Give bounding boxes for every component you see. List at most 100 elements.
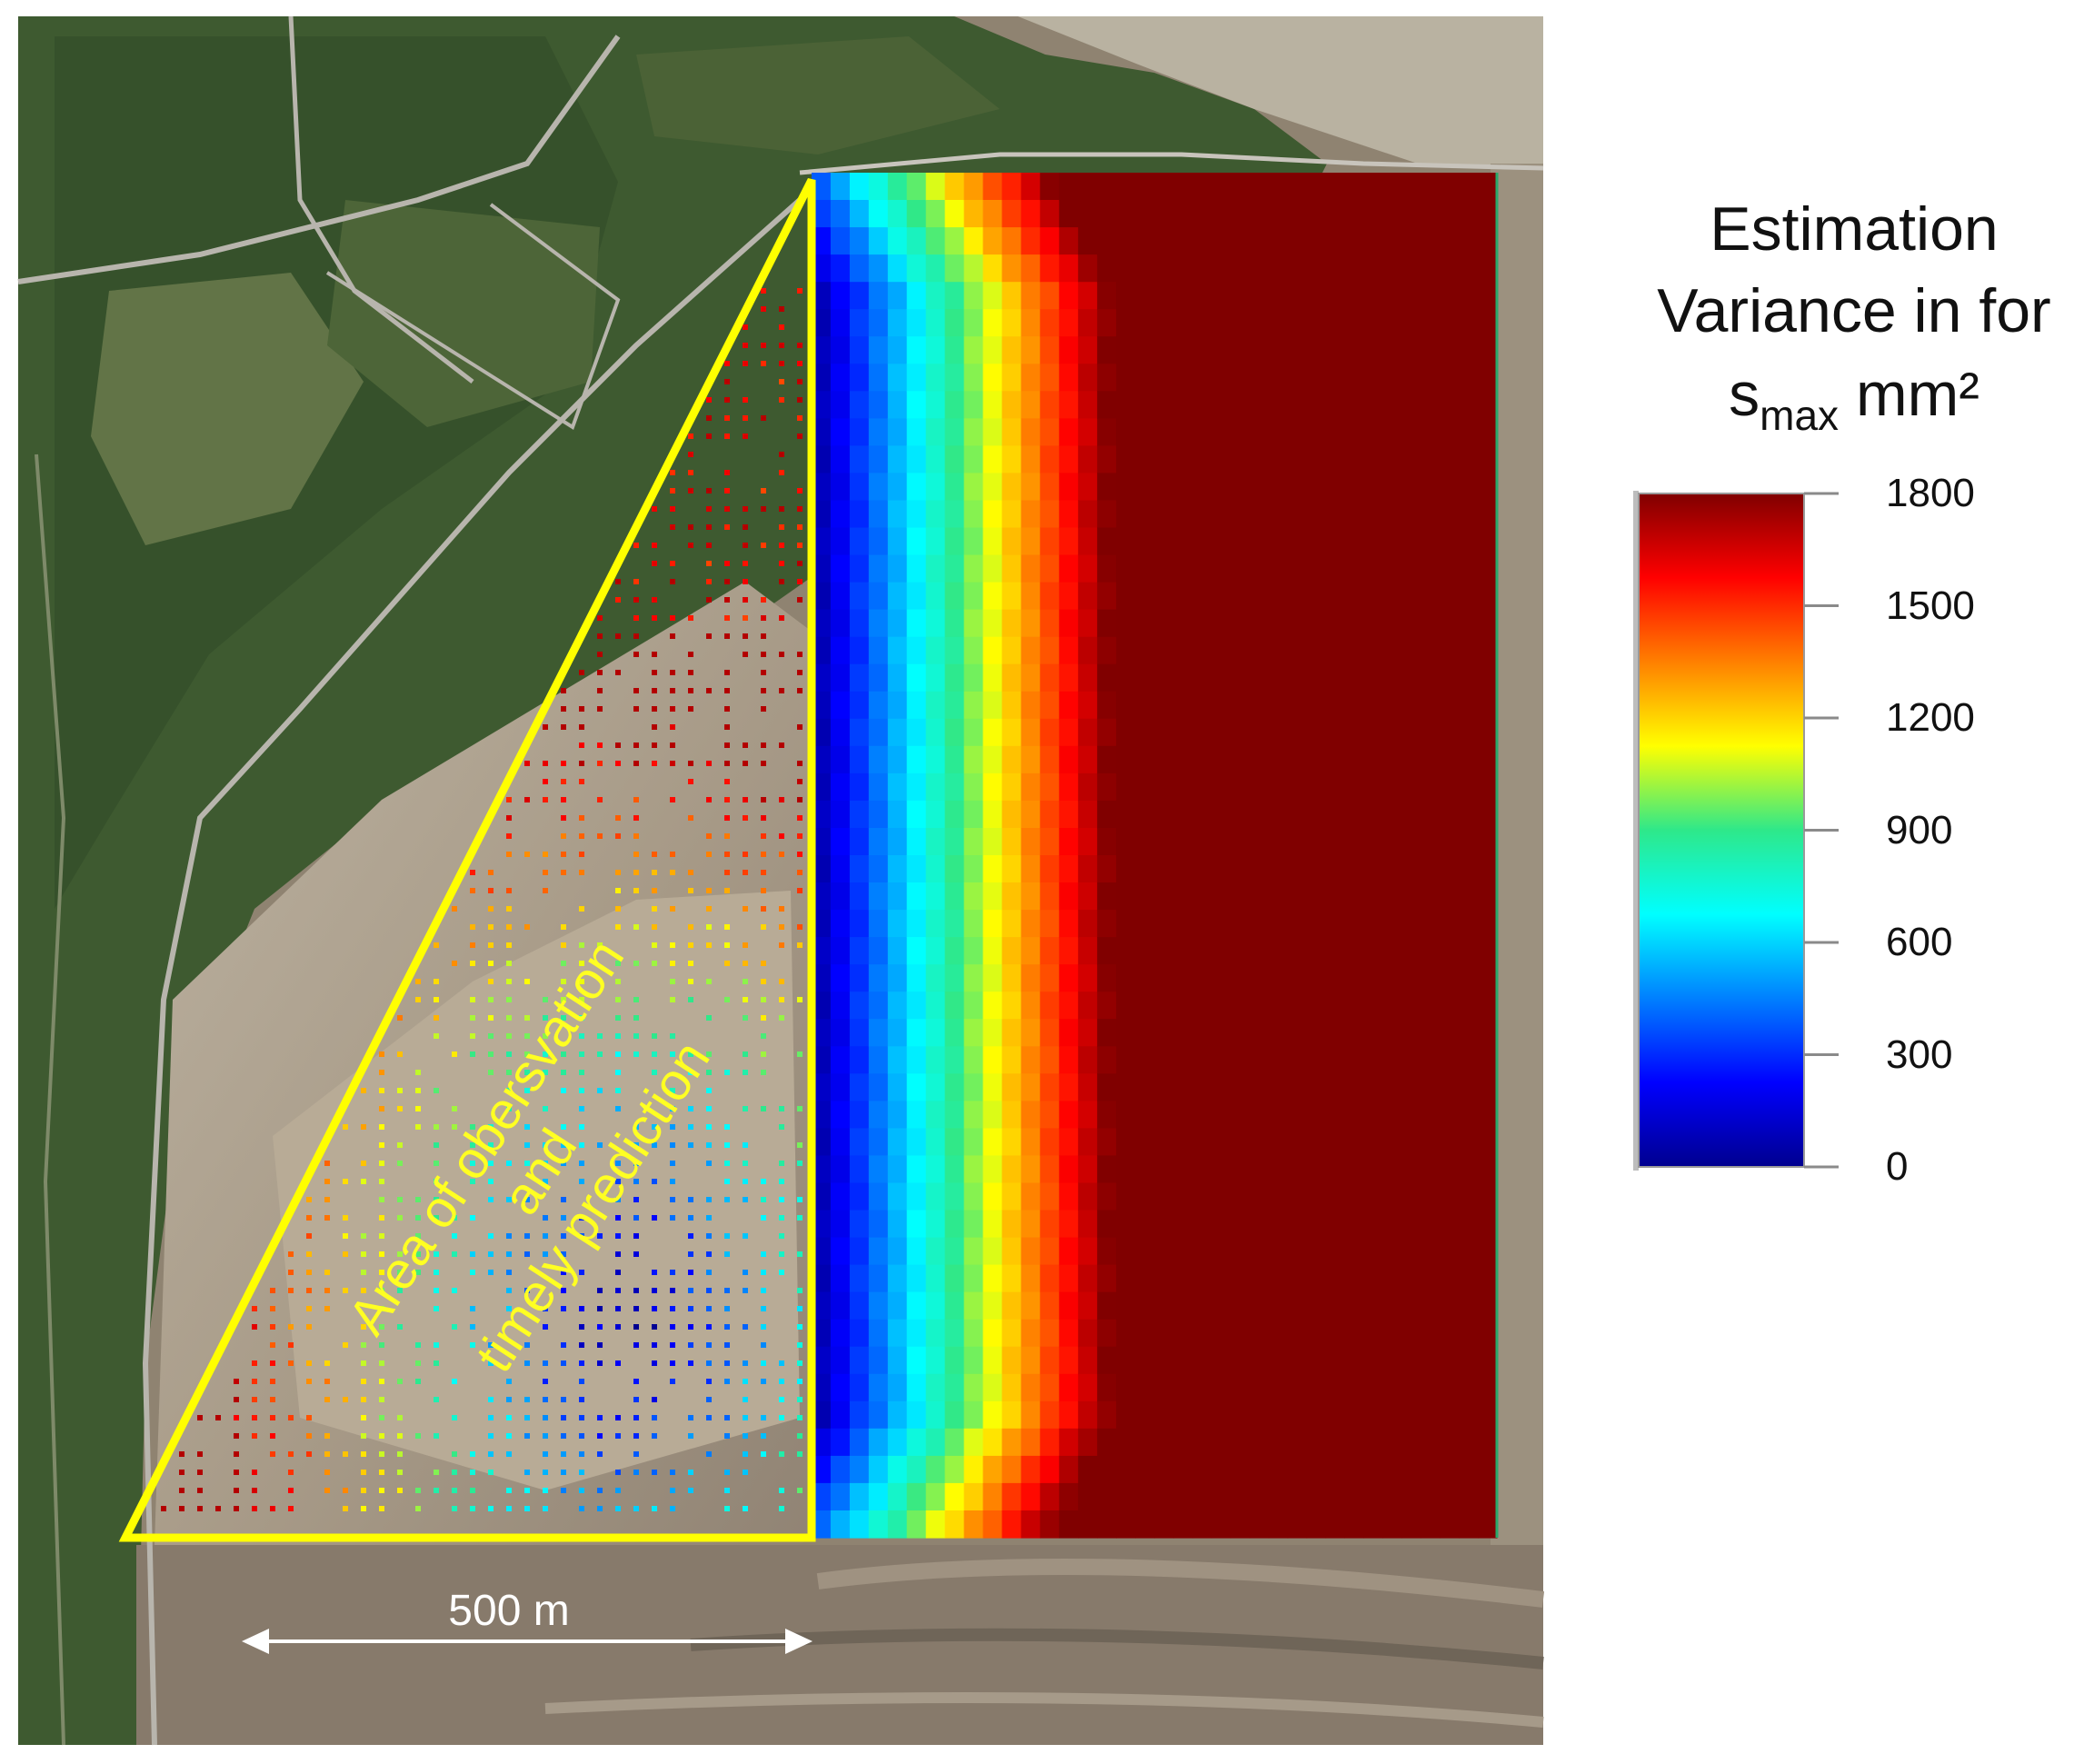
scale-bar-label: 500 m: [448, 1587, 569, 1635]
variance-cell: [1116, 391, 1136, 419]
variance-cell: [1287, 418, 1308, 446]
variance-cell: [1325, 1428, 1345, 1457]
observation-point: [724, 633, 730, 639]
observation-point: [797, 1324, 803, 1330]
observation-point: [688, 524, 693, 530]
variance-cell: [1382, 828, 1402, 856]
variance-cell: [944, 992, 965, 1020]
variance-cell: [1172, 200, 1193, 228]
observation-point: [761, 1379, 766, 1384]
variance-cell: [1154, 309, 1174, 337]
variance-cell: [887, 445, 908, 473]
variance-cell: [849, 855, 870, 883]
variance-cell: [849, 772, 870, 802]
variance-cell: [887, 254, 908, 283]
variance-cell: [1211, 1155, 1231, 1183]
variance-cell: [1306, 1373, 1327, 1402]
observation-point: [706, 434, 712, 439]
variance-cell: [1059, 1373, 1079, 1402]
variance-cell: [1211, 855, 1231, 883]
variance-cell: [1021, 1455, 1041, 1484]
variance-cell: [1306, 882, 1327, 911]
observation-point: [670, 561, 675, 566]
observation-point: [343, 1251, 348, 1257]
observation-point: [652, 742, 657, 748]
variance-cell: [1363, 309, 1383, 337]
observation-point: [415, 1233, 421, 1239]
observation-point: [761, 615, 766, 621]
variance-cell: [1097, 336, 1117, 364]
variance-cell: [830, 609, 851, 638]
observation-point: [706, 579, 712, 584]
variance-cell: [982, 1373, 1002, 1402]
variance-cell: [1097, 691, 1117, 720]
variance-cell: [1306, 1482, 1327, 1511]
observation-point: [397, 1106, 403, 1111]
variance-cell: [1249, 500, 1270, 529]
variance-cell: [1172, 1400, 1193, 1430]
variance-cell: [1040, 964, 1060, 992]
variance-cell: [1287, 1128, 1308, 1156]
variance-cell: [1021, 1019, 1041, 1047]
observation-point: [252, 1360, 257, 1366]
variance-cell: [1135, 1237, 1155, 1266]
variance-cell: [887, 1073, 908, 1101]
variance-cell: [1249, 1264, 1270, 1293]
variance-cell: [887, 282, 908, 310]
variance-cell: [1440, 554, 1460, 583]
variance-cell: [1401, 582, 1421, 611]
variance-cell: [1478, 473, 1498, 501]
variance-cell: [1363, 1291, 1383, 1321]
variance-cell: [925, 1319, 946, 1348]
variance-cell: [1421, 1428, 1441, 1457]
variance-cell: [1440, 828, 1460, 856]
variance-cell: [1478, 282, 1498, 310]
variance-cell: [1306, 1237, 1327, 1266]
observation-point: [579, 1124, 584, 1130]
variance-cell: [1421, 1346, 1441, 1375]
variance-cell: [812, 1346, 832, 1375]
observation-point: [561, 1342, 566, 1348]
observation-point: [706, 1015, 712, 1021]
variance-cell: [963, 309, 984, 337]
variance-cell: [1478, 1210, 1498, 1239]
variance-cell: [1059, 364, 1079, 392]
variance-cell: [849, 1210, 870, 1239]
variance-cell: [1306, 582, 1327, 611]
variance-cell: [906, 800, 927, 829]
variance-cell: [1287, 1482, 1308, 1511]
variance-cell: [1116, 718, 1136, 747]
observation-point: [379, 1051, 384, 1057]
variance-cell: [868, 772, 889, 802]
observation-point: [652, 1124, 657, 1130]
variance-cell: [1363, 1264, 1383, 1293]
variance-cell: [1478, 1182, 1498, 1211]
variance-cell: [1116, 910, 1136, 938]
variance-cell: [1154, 1482, 1174, 1511]
variance-cell: [868, 309, 889, 337]
variance-cell: [1363, 418, 1383, 446]
observation-point: [615, 597, 621, 603]
variance-cell: [1059, 828, 1079, 856]
observation-point: [561, 1051, 566, 1057]
observation-point: [670, 1197, 675, 1202]
variance-cell: [1478, 636, 1498, 665]
observation-point: [652, 1270, 657, 1275]
variance-cell: [887, 1455, 908, 1484]
variance-cell: [1344, 1510, 1364, 1539]
variance-cell: [1344, 1400, 1364, 1430]
variance-cell: [1002, 1264, 1022, 1293]
variance-cell: [1230, 1319, 1251, 1348]
observation-point: [779, 397, 784, 403]
variance-cell: [1363, 1128, 1383, 1156]
variance-cell: [849, 1373, 870, 1402]
variance-cell: [925, 855, 946, 883]
variance-cell: [1172, 1346, 1193, 1375]
variance-cell: [1078, 1182, 1098, 1211]
variance-cell: [1287, 1510, 1308, 1539]
variance-cell: [1192, 1346, 1212, 1375]
variance-cell: [1478, 800, 1498, 829]
variance-cell: [1021, 200, 1041, 228]
observation-point: [524, 1070, 530, 1075]
observation-point: [597, 1051, 603, 1057]
